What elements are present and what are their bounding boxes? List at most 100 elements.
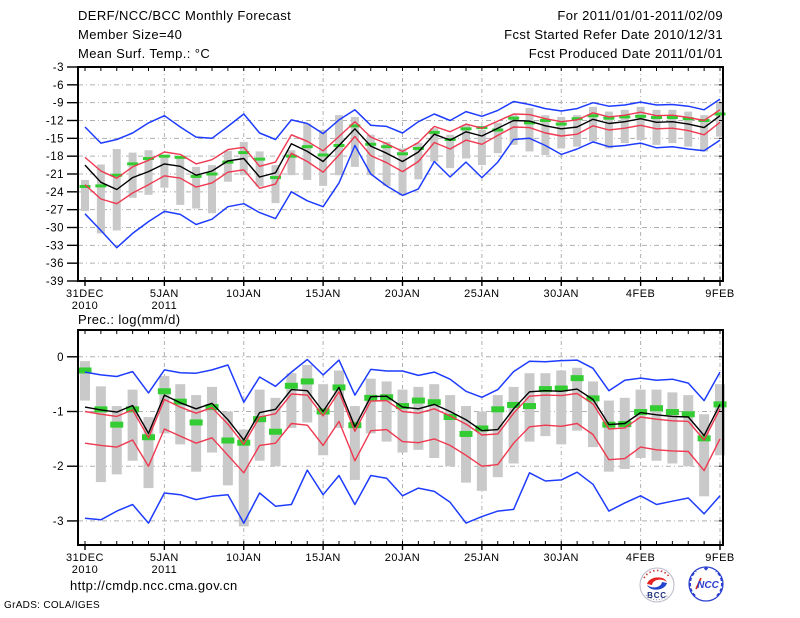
green-daily-marker	[554, 385, 568, 392]
ensemble-members-bar	[143, 416, 154, 489]
ensemble-members-bar	[176, 158, 185, 205]
grads-credit: GrADS: COLA/IGES	[4, 600, 100, 611]
y-tick-label: -9	[53, 98, 64, 110]
ensemble-mean-line	[84, 115, 721, 191]
green-daily-marker	[475, 425, 489, 432]
green-daily-marker	[174, 155, 186, 159]
bcc-logo-arc-text	[643, 569, 671, 579]
ensemble-members-bar	[397, 389, 408, 453]
green-daily-marker	[460, 127, 472, 131]
x-tick-label: 31DEC	[66, 288, 104, 300]
green-daily-marker	[206, 172, 218, 176]
green-daily-marker	[586, 395, 600, 402]
x-tick-year-label: 2010	[72, 300, 98, 312]
green-daily-marker	[381, 145, 393, 149]
page-title: DERF/NCC/BCC Monthly Forecast	[78, 8, 292, 23]
x-tick-label: 9FEB	[705, 288, 735, 300]
green-daily-marker	[412, 146, 424, 150]
ensemble-members-bar	[589, 106, 597, 142]
green-daily-marker	[254, 157, 266, 161]
x-tick-label: 15JAN	[305, 552, 341, 564]
ensemble-members-bar	[603, 400, 614, 472]
green-daily-marker	[443, 413, 457, 420]
green-daily-marker	[79, 184, 91, 188]
ensemble-members-bar	[683, 395, 694, 467]
green-daily-marker	[682, 117, 694, 121]
green-daily-marker	[492, 128, 504, 132]
x-tick-label: 25JAN	[464, 552, 500, 564]
green-daily-marker	[300, 378, 314, 385]
ensemble-members-bar	[652, 109, 661, 145]
produced-date: Fcst Produced Date 2011/01/01	[528, 46, 723, 61]
green-daily-marker	[666, 116, 678, 120]
upper-spread-line	[84, 391, 721, 445]
y-tick-label: -1	[53, 407, 64, 419]
lower-spread-line	[84, 420, 721, 474]
panel2-label: Prec.: log(mm/d)	[78, 312, 181, 327]
ncc-logo-red-accent	[695, 577, 702, 590]
green-daily-marker	[635, 114, 647, 118]
green-daily-marker	[365, 142, 377, 146]
green-daily-marker	[570, 375, 584, 382]
green-daily-marker	[555, 122, 567, 126]
ensemble-members-bar	[80, 361, 90, 401]
green-daily-marker	[539, 119, 551, 122]
ensemble-members-bar	[492, 395, 503, 478]
y-tick-label: -24	[46, 187, 64, 199]
y-tick-label: -21	[46, 169, 64, 181]
upper-spread-line	[84, 109, 721, 179]
ensemble-members-bar	[318, 384, 329, 456]
green-daily-marker	[411, 397, 425, 404]
lower-envelope-line	[84, 137, 721, 249]
ensemble-members-bar	[81, 179, 89, 211]
ensemble-members-bar	[223, 150, 232, 182]
website-url: http://cmdp.ncc.cma.gov.cn	[70, 578, 238, 593]
ncc-logo: NCC	[688, 566, 724, 602]
x-tick-label: 25JAN	[464, 288, 500, 300]
green-daily-marker	[237, 439, 251, 446]
bcc-logo-ring	[639, 567, 675, 603]
green-daily-marker	[681, 411, 695, 418]
ensemble-members-bar	[254, 389, 265, 461]
forecast-range: For 2011/01/01-2011/02/09	[557, 8, 723, 23]
ensemble-members-bar	[413, 386, 424, 450]
panel1-label: Mean Surf. Temp.: °C	[78, 46, 211, 61]
ensemble-members-bar	[716, 103, 724, 137]
bcc-logo-blue-swirl	[647, 582, 667, 590]
ensemble-members-bar	[651, 389, 662, 461]
upper-envelope-line	[84, 358, 721, 403]
x-tick-label: 20JAN	[385, 288, 421, 300]
green-daily-marker	[619, 115, 631, 119]
green-daily-marker	[317, 153, 329, 157]
ensemble-members-bar	[476, 411, 487, 491]
ensemble-members-bar	[573, 115, 582, 147]
green-daily-marker	[285, 154, 297, 158]
ensemble-members-bar	[334, 370, 344, 428]
ensemble-members-bar	[365, 378, 376, 434]
green-daily-marker	[110, 421, 124, 428]
green-daily-marker	[491, 406, 505, 413]
x-tick-label: 30JAN	[543, 552, 579, 564]
x-tick-label: 20JAN	[385, 552, 421, 564]
ensemble-members-bar	[540, 373, 551, 437]
x-tick-label: 4FEB	[626, 288, 656, 300]
ensemble-members-bar	[319, 130, 328, 186]
green-daily-marker	[571, 117, 583, 121]
y-tick-label: -3	[53, 62, 64, 74]
bcc-logo-red-swirl	[647, 577, 667, 585]
green-daily-marker	[538, 386, 552, 393]
y-tick-label: -36	[46, 258, 64, 270]
ensemble-members-bar	[636, 106, 645, 141]
green-daily-marker	[158, 154, 170, 158]
ensemble-members-bar	[619, 397, 630, 469]
green-daily-marker	[349, 124, 361, 128]
ensemble-members-bar	[700, 115, 709, 152]
green-daily-marker	[253, 416, 267, 423]
x-tick-label: 5JAN	[150, 552, 179, 564]
ensemble-members-bar	[699, 414, 710, 497]
green-daily-marker	[173, 398, 187, 405]
green-daily-marker	[222, 160, 234, 164]
green-daily-marker	[270, 176, 281, 180]
